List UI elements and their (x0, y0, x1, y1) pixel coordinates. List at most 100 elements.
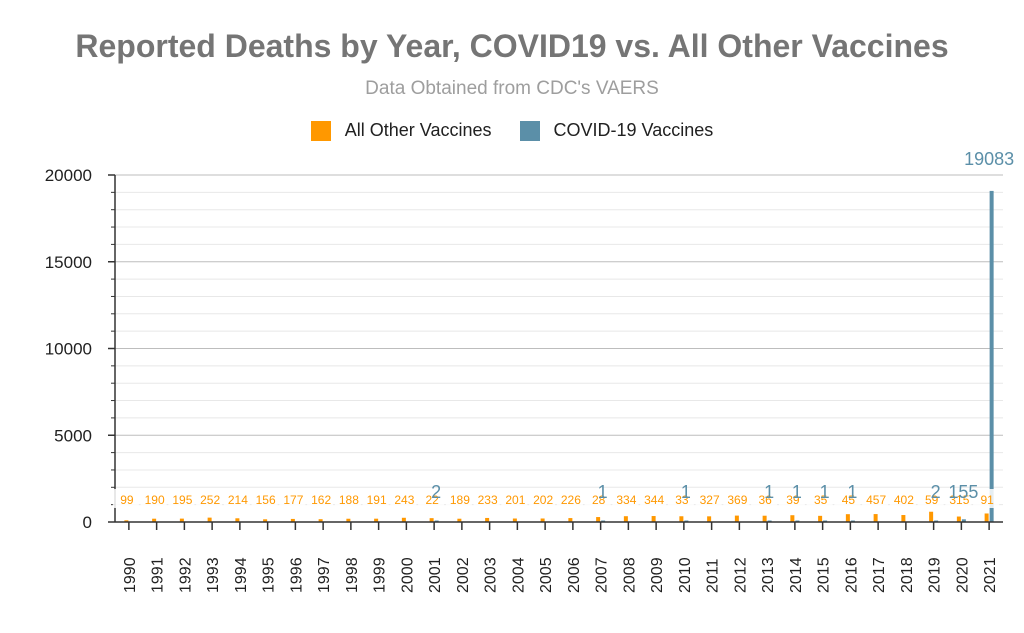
data-label-other: 252 (200, 493, 220, 507)
bar-other (568, 518, 573, 522)
data-label-bg (473, 489, 500, 508)
x-tick-label: 2009 (649, 557, 666, 593)
x-tick-label: 2016 (843, 557, 860, 593)
data-label-bg (501, 489, 528, 508)
data-label-bg (279, 489, 306, 508)
data-label-bg (390, 489, 417, 508)
x-tick-label: 2005 (538, 557, 555, 593)
bar-other (512, 518, 517, 522)
data-label-other: 33 (675, 493, 689, 507)
x-tick-label: 1997 (316, 557, 333, 593)
bar-other (679, 516, 684, 522)
data-label-bg (862, 489, 889, 508)
data-label-covid: 2 (931, 482, 941, 502)
x-tick-label: 2008 (621, 557, 638, 593)
data-label-other: 344 (644, 493, 664, 507)
data-label-other: 162 (311, 493, 331, 507)
bar-other (457, 518, 462, 522)
x-tick-label: 2004 (510, 557, 527, 593)
data-label-covid: 155 (948, 482, 978, 502)
x-tick-label: 2000 (399, 557, 416, 593)
data-label-bg (223, 489, 250, 508)
x-tick-label: 2011 (705, 558, 722, 593)
data-label-other: 195 (172, 493, 192, 507)
data-label-other: 190 (145, 493, 165, 507)
bar-covid (961, 519, 966, 522)
data-label-other: 191 (367, 493, 387, 507)
data-label-other: 334 (616, 493, 636, 507)
bar-other (485, 517, 490, 522)
data-label-bg (196, 489, 223, 508)
x-tick-label: 1991 (150, 557, 167, 593)
bar-other (929, 511, 934, 522)
data-label-bg (806, 489, 833, 508)
bar-other (540, 518, 545, 522)
bar-other (873, 514, 878, 522)
bar-other (651, 516, 656, 522)
x-tick-label: 2003 (483, 557, 500, 593)
data-label-covid: 19083 (964, 149, 1014, 169)
bar-other (429, 518, 434, 522)
y-tick-label: 0 (83, 513, 92, 532)
bar-other (956, 516, 961, 522)
legend-item-covid[interactable]: COVID-19 Vaccines (519, 120, 713, 141)
x-tick-label: 2006 (566, 557, 583, 593)
data-label-other: 243 (394, 493, 414, 507)
bar-other (235, 518, 240, 522)
legend-swatch-other (310, 120, 331, 141)
bar-other (762, 515, 767, 522)
bar-covid (989, 190, 994, 522)
data-label-other: 22 (425, 493, 439, 507)
data-label-bg (529, 489, 556, 508)
x-tick-label: 2017 (871, 557, 888, 593)
data-label-other: 214 (228, 493, 248, 507)
data-label-other: 39 (786, 493, 800, 507)
data-label-bg (723, 489, 750, 508)
bar-other (346, 518, 351, 522)
data-label-bg (667, 489, 694, 508)
bar-other (318, 519, 323, 522)
bar-other (623, 516, 628, 522)
x-tick-label: 2001 (427, 557, 444, 593)
x-tick-label: 2019 (927, 557, 944, 593)
x-tick-label: 2012 (732, 557, 749, 593)
chart-subtitle: Data Obtained from CDC's VAERS (365, 78, 659, 99)
data-label-bg (362, 489, 389, 508)
y-tick-label: 5000 (54, 426, 92, 445)
x-tick-label: 2007 (594, 557, 611, 593)
data-label-other: 91 (980, 493, 994, 507)
data-label-bg (445, 489, 472, 508)
data-label-covid: 1 (681, 482, 691, 502)
data-label-covid: 1 (792, 482, 802, 502)
data-label-other: 233 (478, 493, 498, 507)
data-label-other: 457 (866, 493, 886, 507)
data-label-other: 315 (949, 493, 969, 507)
x-tick-label: 2014 (788, 557, 805, 593)
x-tick-label: 2013 (760, 557, 777, 593)
x-tick-label: 2021 (982, 557, 999, 593)
bar-other (734, 515, 739, 522)
bar-other (179, 518, 184, 522)
legend-label-other: All Other Vaccines (344, 120, 492, 140)
data-label-other: 28 (592, 493, 606, 507)
x-tick-label: 1996 (288, 557, 305, 593)
data-label-other: 59 (925, 493, 939, 507)
data-label-bg (334, 489, 361, 508)
bar-other (290, 518, 295, 522)
data-label-bg (973, 489, 1000, 508)
data-label-bg (751, 489, 778, 508)
legend-item-other[interactable]: All Other Vaccines (310, 120, 492, 141)
bar-other (818, 515, 823, 522)
x-tick-label: 2010 (677, 557, 694, 593)
data-label-other: 226 (561, 493, 581, 507)
data-label-other: 402 (894, 493, 914, 507)
data-label-other: 36 (758, 493, 772, 507)
data-label-bg (584, 489, 611, 508)
data-label-bg (556, 489, 583, 508)
data-label-bg (640, 489, 667, 508)
data-label-other: 202 (533, 493, 553, 507)
data-label-other: 201 (505, 493, 525, 507)
x-tick-label: 2015 (816, 557, 833, 593)
y-tick-label: 15000 (45, 253, 92, 272)
